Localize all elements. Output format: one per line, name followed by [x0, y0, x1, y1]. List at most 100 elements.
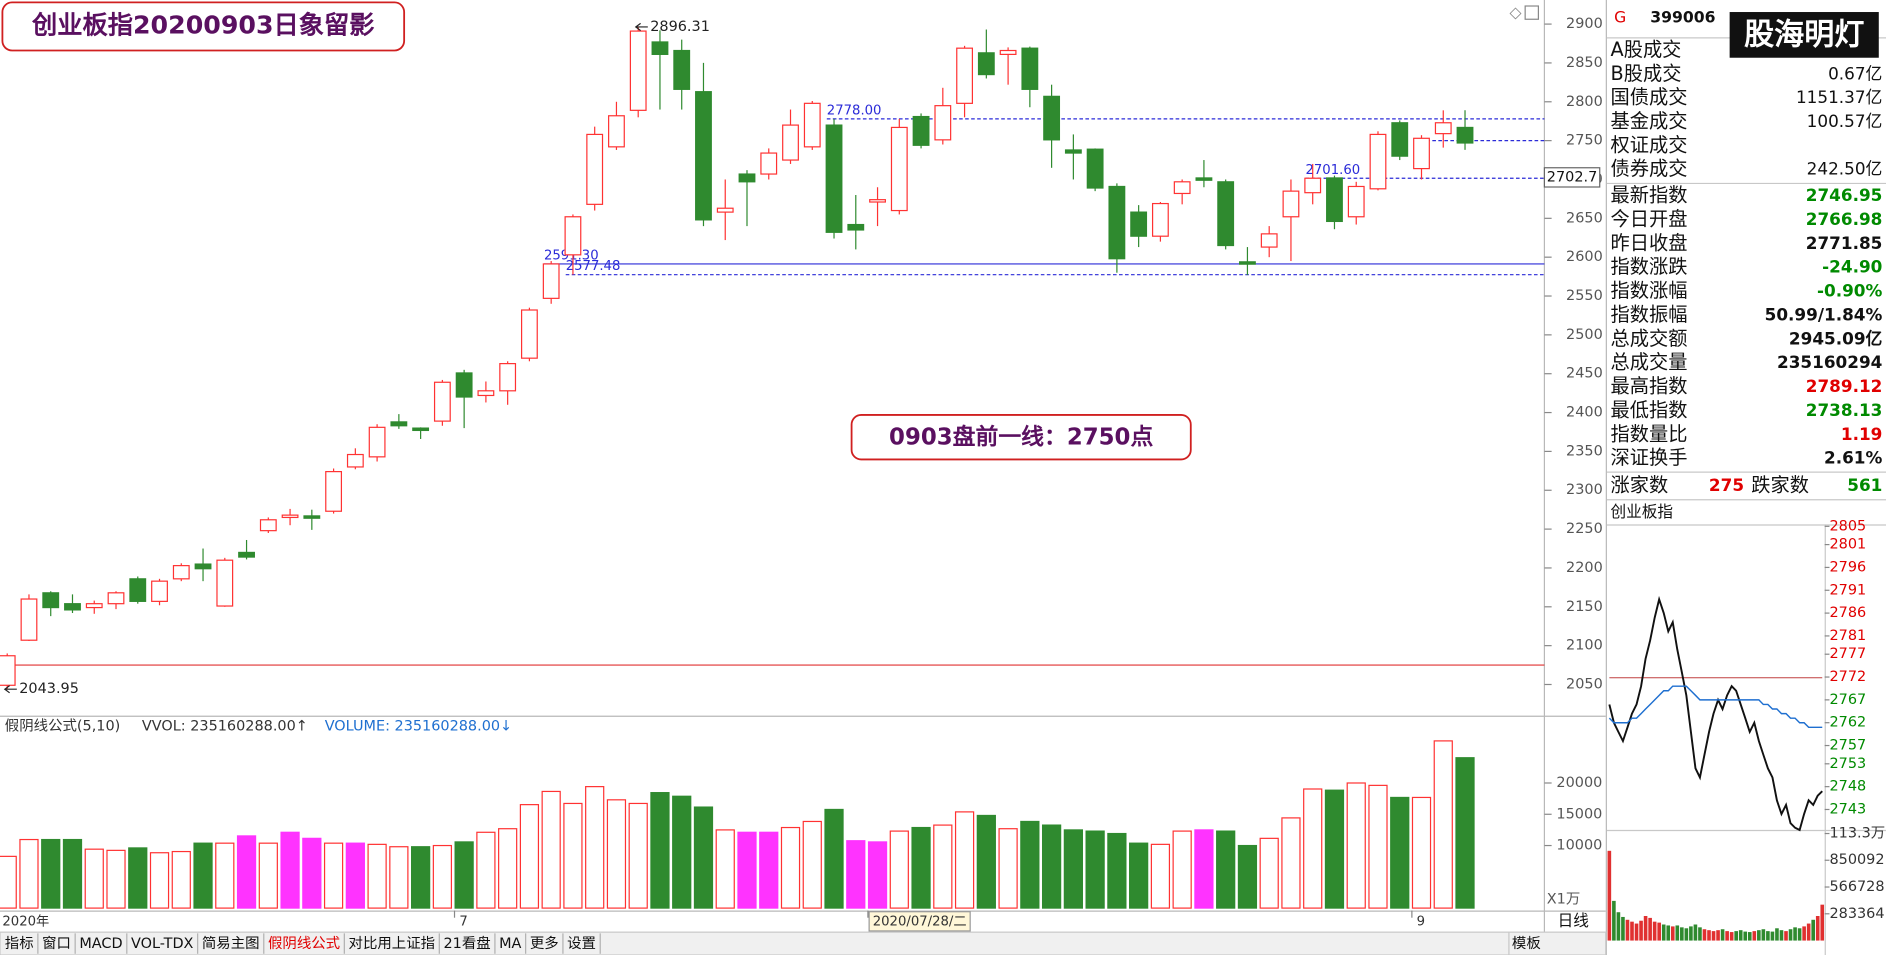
- quote-label: 权证成交: [1611, 133, 1688, 156]
- intraday-volume-bar: [1806, 923, 1811, 941]
- toolbar-tab[interactable]: 假阴线公式: [268, 935, 340, 952]
- intraday-volume-bar: [1779, 930, 1784, 941]
- quote-label: 总成交额: [1611, 327, 1688, 350]
- template-button[interactable]: 模板: [1512, 935, 1541, 952]
- candle-body: [651, 41, 669, 55]
- intraday-volume-bar: [1711, 931, 1716, 941]
- y-tick-label: 2850: [1566, 55, 1603, 71]
- price-line-label: 2577.48: [566, 259, 621, 274]
- quote-label: 国债成交: [1611, 86, 1688, 109]
- volume-bar: [737, 831, 757, 909]
- quote-value: 2738.13: [1806, 400, 1883, 420]
- quote-label: 指数涨跌: [1611, 255, 1688, 278]
- candle-body: [1413, 137, 1430, 170]
- price-line-label: 2591.30: [544, 249, 599, 264]
- candle-body: [1108, 185, 1126, 260]
- period[interactable]: 日线: [1558, 911, 1590, 930]
- quote-value: 2789.12: [1806, 376, 1883, 396]
- volume-bar: [606, 799, 627, 909]
- quote-value: 2771.85: [1806, 233, 1883, 253]
- intraday-title: 创业板指: [1611, 502, 1674, 521]
- volume-bar: [1281, 817, 1301, 909]
- intraday-volume-bar: [1670, 926, 1675, 941]
- icon-window[interactable]: [1524, 5, 1539, 20]
- candle-body: [1326, 177, 1343, 223]
- candle-body: [455, 372, 473, 398]
- volume-bar: [302, 837, 322, 909]
- candle-body: [325, 471, 343, 512]
- volume-bar: [889, 830, 909, 909]
- candle-body: [890, 126, 908, 212]
- quote-label: 总成交量: [1611, 351, 1688, 374]
- intraday-volume-bar: [1757, 930, 1761, 941]
- x-tick-label: 9: [1417, 914, 1425, 929]
- y-tick-label: 283364: [1829, 906, 1884, 922]
- icon-diamond[interactable]: ◇: [1510, 3, 1522, 22]
- legend-entry: VVOL: 235160288.00↑: [142, 718, 308, 734]
- volume-bar: [1041, 824, 1062, 909]
- quote-value: -24.90: [1822, 257, 1882, 277]
- candle-body: [1282, 190, 1300, 218]
- candle-body: [238, 551, 255, 558]
- y-tick-label: 2753: [1829, 756, 1866, 772]
- volume-bar: [1172, 830, 1192, 909]
- y-tick-label: 2550: [1566, 288, 1603, 304]
- y-tick-label: 2750: [1566, 133, 1603, 149]
- toolbar-tab[interactable]: MACD: [79, 936, 122, 952]
- intraday-volume-bar: [1793, 927, 1797, 941]
- intraday-volume-bar: [1693, 924, 1698, 941]
- candle-body: [1086, 148, 1104, 189]
- volume-bar: [258, 842, 278, 909]
- intraday-volume-bar: [1634, 923, 1639, 941]
- intraday-volume-bar: [1820, 904, 1825, 941]
- x-tick-label: 2020/07/28/二: [873, 914, 967, 929]
- cursor-date-box: [868, 911, 971, 932]
- volume-bar: [1085, 830, 1105, 909]
- toolbar-tab[interactable]: 简易主图: [202, 935, 260, 952]
- quote-value: 2746.95: [1806, 185, 1883, 205]
- toolbar-tab[interactable]: VOL-TDX: [131, 936, 194, 952]
- candle-body: [499, 363, 517, 392]
- toolbar-tab[interactable]: 指标: [5, 935, 34, 952]
- toolbar-tab[interactable]: 更多: [530, 935, 559, 952]
- quote-value: 242.50亿: [1807, 159, 1883, 179]
- y-tick-label: 2743: [1829, 801, 1866, 817]
- quote-value: 100.57亿: [1807, 111, 1883, 131]
- candle-body: [172, 565, 190, 580]
- intraday-volume-bar: [1648, 917, 1652, 941]
- toolbar-tab[interactable]: 对比用上证指: [349, 935, 436, 952]
- volume-bar: [1455, 757, 1475, 909]
- volume-bar: [345, 842, 365, 909]
- toolbar-tab[interactable]: 设置: [567, 935, 596, 952]
- intraday-volume-bar: [1815, 916, 1820, 941]
- toolbar-tab[interactable]: MA: [499, 936, 521, 952]
- y-tick-label: 2786: [1829, 605, 1866, 621]
- intraday-volume-bar: [1797, 928, 1802, 941]
- intraday-volume-bar: [1702, 929, 1707, 941]
- y-tick-label: 2762: [1829, 715, 1866, 731]
- extreme-label: 2896.31: [650, 19, 710, 35]
- logo-box: [1729, 12, 1879, 58]
- candle-body: [1217, 181, 1235, 247]
- toolbar-tab[interactable]: 21看盘: [444, 934, 491, 952]
- volume-bar: [780, 826, 801, 909]
- intraday-volume-bar: [1770, 931, 1775, 941]
- candle-body: [1260, 233, 1278, 248]
- volume-title: 假阴线公式(5,10): [5, 717, 120, 734]
- quote-label: 最低指数: [1611, 398, 1688, 421]
- y-tick-label: 2791: [1829, 582, 1866, 598]
- y-tick-label: 2400: [1566, 405, 1603, 421]
- intraday-volume-bar: [1725, 931, 1729, 941]
- candle-body: [1391, 122, 1409, 157]
- breadth-value: 561: [1847, 475, 1882, 495]
- intraday-volume-bar: [1630, 921, 1634, 941]
- y-tick-label: 2050: [1566, 676, 1603, 692]
- candle-body: [1021, 47, 1039, 90]
- quote-value: 1151.37亿: [1796, 87, 1882, 107]
- candle-body: [64, 603, 81, 611]
- toolbar-tab[interactable]: 窗口: [42, 934, 71, 952]
- volume-bar: [367, 843, 387, 909]
- intraday-volume-bar: [1689, 926, 1693, 941]
- y-tick-label: 2781: [1829, 628, 1866, 644]
